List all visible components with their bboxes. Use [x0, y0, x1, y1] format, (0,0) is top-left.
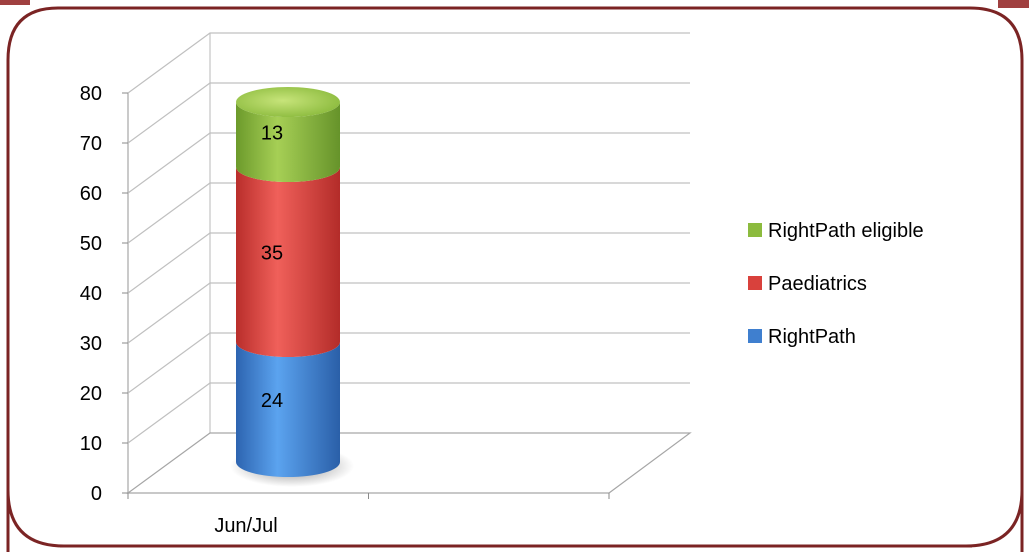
data-label: 35: [261, 243, 283, 265]
legend-label: Paediatrics: [768, 273, 867, 295]
y-axis-ticks: 0 10 20 30 40 50 60 70 80: [80, 83, 128, 505]
y-tick-label: 70: [80, 133, 102, 155]
bar-segment-paediatrics: [236, 167, 340, 357]
corner-ornament-left: [0, 0, 30, 5]
y-tick-label: 50: [80, 233, 102, 255]
bar-segment-rightpath-eligible: [236, 102, 340, 182]
bar-segment-rightpath: [236, 342, 340, 477]
data-label: 13: [261, 123, 283, 145]
slide-frame: [6, 6, 1024, 552]
legend-swatch: [748, 223, 762, 237]
chart-floor: [126, 432, 692, 494]
gridline: [127, 232, 690, 294]
y-tick-label: 10: [80, 433, 102, 455]
legend-label: RightPath eligible: [768, 220, 924, 242]
y-tick-label: 20: [80, 383, 102, 405]
y-tick-label: 30: [80, 333, 102, 355]
x-tick-label: Jun/Jul: [214, 515, 277, 537]
legend-swatch: [748, 329, 762, 343]
corner-ornament-right: [998, 0, 1029, 8]
legend-swatch: [748, 276, 762, 290]
data-label: 24: [261, 390, 283, 412]
gridline: [127, 282, 690, 344]
gridlines: [127, 32, 690, 444]
bar-top-cap: [236, 87, 340, 117]
y-tick-label: 80: [80, 83, 102, 105]
gridline: [127, 382, 690, 444]
gridline: [127, 82, 690, 144]
gridline: [127, 132, 690, 194]
chart-walls: [126, 33, 692, 494]
bars: 24 35 13: [230, 87, 354, 487]
y-tick-label: 40: [80, 283, 102, 305]
y-tick-label: 0: [91, 483, 102, 505]
x-axis: Jun/Jul: [127, 493, 610, 537]
legend-label: RightPath: [768, 326, 856, 348]
y-tick-label: 60: [80, 183, 102, 205]
gridline: [127, 332, 690, 394]
gridline: [127, 32, 690, 94]
gridline: [127, 182, 690, 244]
slide-frame-bottom: [6, 489, 1024, 548]
legend: RightPath eligible Paediatrics RightPath: [748, 220, 924, 348]
